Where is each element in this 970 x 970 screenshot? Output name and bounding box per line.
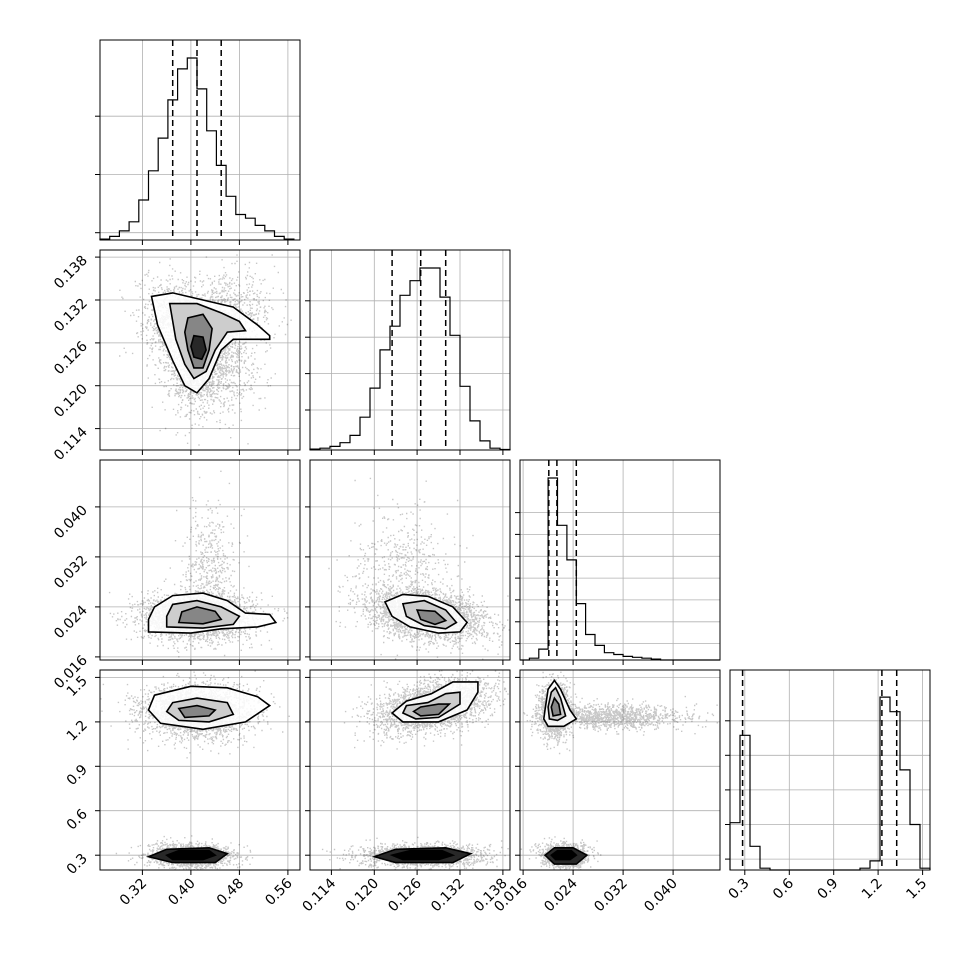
contour-line-0 <box>390 681 479 723</box>
y-tick-label: 0.6 <box>64 806 91 833</box>
contour-line-0 <box>147 685 272 731</box>
contour-line-4 <box>550 849 578 861</box>
panel-frame <box>309 669 511 871</box>
panel-frame <box>309 459 511 661</box>
contour-line-4 <box>389 849 456 861</box>
x-tick-label: 0.040 <box>641 876 681 916</box>
y-tick-label: 0.138 <box>51 253 91 293</box>
scatter-panel-3-0 <box>99 669 301 871</box>
scatter-panel-2-1 <box>309 459 511 661</box>
sample-points <box>328 477 510 660</box>
x-tick-label: 0.32 <box>117 876 150 909</box>
y-tick-label: 0.024 <box>51 602 91 642</box>
x-tick-label: 1.5 <box>903 876 930 903</box>
scatter-panel-2-0 <box>99 459 301 661</box>
y-tick-label: 1.2 <box>64 717 91 744</box>
y-tick-label: 0.9 <box>64 762 91 789</box>
contour-line-4 <box>165 849 217 861</box>
y-tick-label: 0.132 <box>51 296 91 336</box>
contour-line-3 <box>190 334 207 361</box>
y-tick-label: 0.3 <box>64 851 91 878</box>
contour-line-3 <box>543 847 589 865</box>
x-axis-3: 0.3 0.6 0.9 1.2 1.5 <box>726 870 930 903</box>
hist-panel-3 <box>725 669 931 871</box>
contour-line-2 <box>177 704 217 719</box>
scatter-panel-1-0 <box>99 249 301 451</box>
x-tick-label: 0.40 <box>165 876 198 909</box>
density-fill-2 <box>417 610 446 625</box>
panel-frame <box>99 669 301 871</box>
x-tick-label: 0.132 <box>428 876 468 916</box>
y-tick-label: 0.032 <box>51 552 91 592</box>
panel-frame <box>309 249 511 451</box>
panel-frame <box>99 39 301 241</box>
histogram-step <box>520 477 720 661</box>
x-tick-label: 0.120 <box>342 876 382 916</box>
panel-frame <box>99 249 301 451</box>
contour-line-1 <box>401 691 461 720</box>
contour-line-2 <box>412 703 452 717</box>
contour-line-0 <box>150 292 271 394</box>
contour-line-0 <box>542 679 578 728</box>
x-tick-label: 0.126 <box>385 875 425 915</box>
contour-line-1 <box>168 302 247 380</box>
contour-line-0 <box>383 593 469 634</box>
y-tick-label: 0.126 <box>51 338 91 378</box>
hist-panel-2 <box>515 459 721 661</box>
density-fill-4 <box>166 850 216 860</box>
x-tick-label: 0.9 <box>814 876 841 903</box>
x-tick-label: 0.3 <box>726 876 753 903</box>
y-tick-label: 0.120 <box>51 381 91 421</box>
histogram-step <box>729 696 931 871</box>
y-tick-label: 0.040 <box>51 502 91 542</box>
sample-points <box>520 671 718 870</box>
x-tick-label: 0.56 <box>262 875 295 908</box>
contour-line-1 <box>165 599 241 629</box>
contour-line-2 <box>415 609 448 626</box>
hist-panel-1 <box>305 249 511 451</box>
hist-panel-0 <box>95 39 301 241</box>
contour-line-1 <box>165 697 235 723</box>
panel-frame <box>519 459 721 661</box>
contour-line-2 <box>550 696 562 717</box>
panel-frame <box>729 669 931 871</box>
scatter-panel-3-2 <box>519 669 721 871</box>
density-fill-2 <box>178 606 222 624</box>
x-tick-label: 0.6 <box>770 875 797 902</box>
contour-line-2 <box>183 313 213 369</box>
contour-line-3 <box>145 846 230 864</box>
x-tick-label: 0.032 <box>591 876 631 916</box>
x-tick-label: 0.48 <box>214 876 247 909</box>
contour-line-1 <box>547 686 567 722</box>
density-fill-3 <box>190 335 207 360</box>
y-tick-label: 0.114 <box>51 424 91 464</box>
x-tick-label: 0.024 <box>541 875 581 915</box>
panel-frame <box>519 669 721 871</box>
contour-line-3 <box>371 846 474 864</box>
panel-frame <box>99 459 301 661</box>
contour-line-5 <box>409 852 442 858</box>
contour-line-2 <box>177 606 223 625</box>
density-fill-4 <box>551 850 577 860</box>
histogram-step <box>309 267 511 451</box>
x-tick-label: 0.114 <box>300 875 340 915</box>
contour-line-1 <box>401 599 458 630</box>
scatter-panel-3-1 <box>309 669 511 871</box>
contour-line-0 <box>147 592 278 634</box>
x-tick-label: 1.2 <box>859 876 886 903</box>
